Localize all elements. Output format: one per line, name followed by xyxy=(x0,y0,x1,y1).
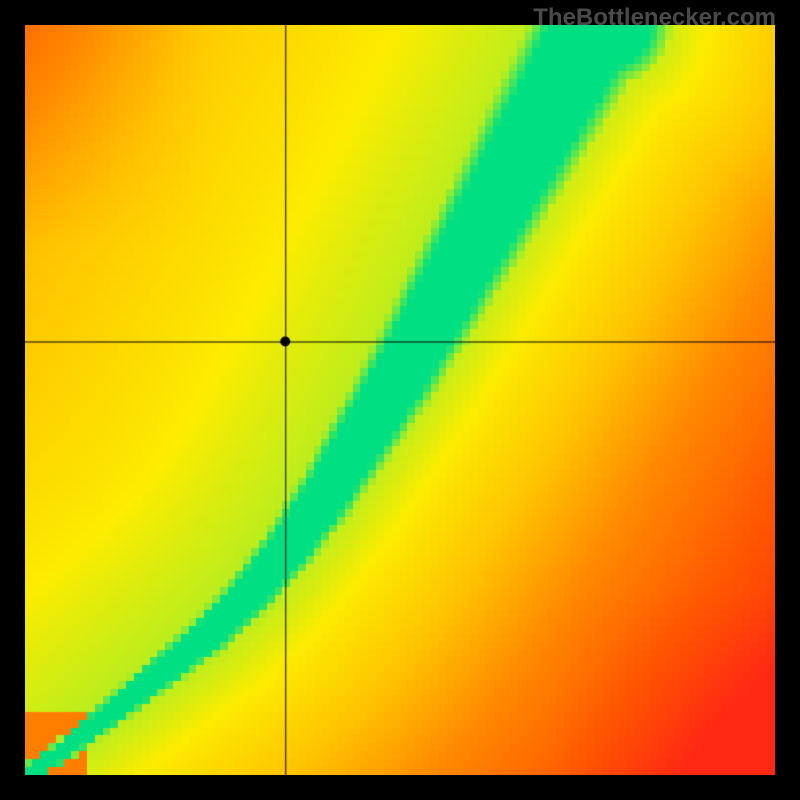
figure-container: TheBottlenecker.com xyxy=(0,0,800,800)
bottleneck-heatmap xyxy=(25,25,775,775)
watermark-text: TheBottlenecker.com xyxy=(533,4,776,32)
